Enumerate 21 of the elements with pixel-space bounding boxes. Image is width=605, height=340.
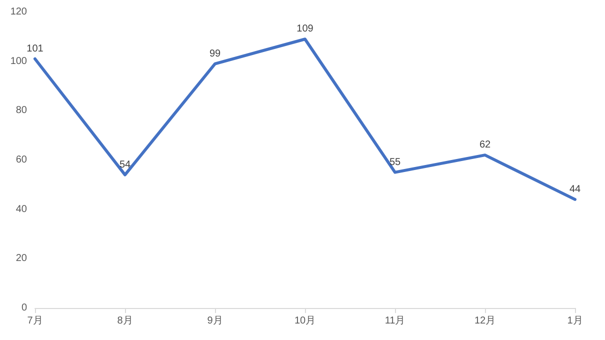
data-label: 44 — [569, 184, 581, 195]
y-tick-label: 20 — [16, 253, 28, 264]
y-tick-label: 80 — [16, 105, 28, 116]
x-tick-label: 10月 — [294, 316, 316, 326]
x-tick-label: 11月 — [384, 316, 406, 326]
data-label: 99 — [209, 48, 221, 60]
y-tick-label: 0 — [21, 302, 28, 314]
y-tick-label: 120 — [10, 6, 28, 18]
x-tick-label: 7月 — [27, 316, 43, 326]
y-tick-label: 40 — [16, 204, 28, 215]
data-label: 55 — [389, 156, 401, 168]
y-tick-label: 60 — [16, 154, 28, 166]
x-tick-label: 8月 — [117, 316, 133, 326]
data-label: 109 — [296, 24, 314, 35]
data-label: 54 — [119, 159, 131, 170]
data-label: 62 — [479, 140, 491, 151]
y-tick-label: 100 — [10, 56, 28, 67]
data-label: 101 — [26, 43, 44, 54]
x-tick-label: 12月 — [474, 316, 496, 326]
x-tick-label: 1月 — [567, 316, 583, 326]
x-tick-label: 9月 — [207, 316, 223, 326]
